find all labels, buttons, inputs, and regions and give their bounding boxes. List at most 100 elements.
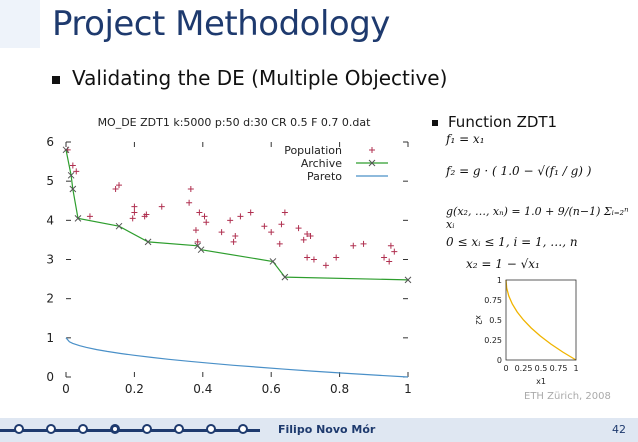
population-point bbox=[73, 168, 80, 175]
bullet-main: Validating the DE (Multiple Objective) bbox=[52, 66, 447, 90]
archive-point bbox=[115, 222, 123, 230]
legend-label: Archive bbox=[301, 157, 342, 170]
population-point bbox=[350, 242, 357, 249]
equation-g: g(x₂, …, xₙ) = 1.0 + 9/(n−1) Σᵢ₌₂ⁿ xᵢ bbox=[446, 205, 629, 231]
population-point bbox=[201, 213, 208, 220]
main-chart: MO_DE ZDT1 k:5000 p:50 d:30 CR 0.5 F 0.7… bbox=[10, 110, 430, 410]
y-tick-label: 5 bbox=[46, 174, 54, 188]
archive-point bbox=[404, 276, 412, 284]
population-point bbox=[322, 262, 329, 269]
legend-label: Pareto bbox=[307, 170, 342, 183]
population-point bbox=[386, 258, 393, 265]
population-point bbox=[116, 182, 123, 189]
equation-x2: x₂ = 1 − √x₁ bbox=[466, 257, 540, 271]
equation-f2: f₂ = g · ( 1.0 − √(f₁ / g) ) bbox=[446, 164, 592, 178]
archive-point bbox=[197, 246, 205, 254]
population-point bbox=[387, 242, 394, 249]
y-tick-label: 3 bbox=[46, 253, 54, 267]
population-point bbox=[218, 229, 225, 236]
y-tick-label: 0 bbox=[497, 356, 502, 365]
x-tick-label: 0.8 bbox=[330, 382, 349, 396]
population-point bbox=[304, 254, 311, 261]
y-tick-label: 0.5 bbox=[489, 316, 502, 325]
nav-dot-current[interactable] bbox=[110, 424, 120, 434]
nav-dot[interactable] bbox=[46, 424, 56, 434]
population-point bbox=[261, 223, 268, 230]
archive-point bbox=[74, 215, 82, 222]
population-point bbox=[158, 203, 165, 210]
population-point bbox=[276, 240, 283, 247]
legend-label: Population bbox=[284, 144, 342, 157]
y-axis-label: x2 bbox=[474, 315, 483, 325]
bullet-square-icon bbox=[432, 119, 438, 126]
population-point bbox=[278, 221, 285, 228]
population-point bbox=[227, 217, 234, 224]
population-point bbox=[86, 213, 93, 220]
y-tick-label: 4 bbox=[46, 213, 54, 227]
archive-point bbox=[69, 185, 77, 193]
nav-dot[interactable] bbox=[174, 424, 184, 434]
y-tick-label: 0 bbox=[46, 370, 54, 384]
y-tick-label: 0.25 bbox=[484, 336, 502, 345]
x-tick-label: 1 bbox=[573, 364, 578, 373]
legend-marker bbox=[369, 147, 375, 153]
nav-dot[interactable] bbox=[238, 424, 248, 434]
y-tick-label: 0.75 bbox=[484, 296, 502, 305]
population-point bbox=[192, 227, 199, 234]
x-tick-label: 0.4 bbox=[193, 382, 212, 396]
population-point bbox=[391, 248, 398, 255]
equation-f1: f₁ = x₁ bbox=[446, 132, 485, 146]
x-tick-label: 0 bbox=[503, 364, 508, 373]
population-point bbox=[196, 209, 203, 216]
pareto-line bbox=[65, 337, 409, 378]
title-accent bbox=[0, 0, 40, 48]
population-point bbox=[203, 219, 210, 226]
bullet-main-text: Validating the DE (Multiple Objective) bbox=[72, 66, 448, 90]
plot-frame bbox=[505, 279, 577, 361]
population-point bbox=[304, 231, 311, 238]
x-tick-label: 0.2 bbox=[125, 382, 144, 396]
nav-dot[interactable] bbox=[142, 424, 152, 434]
x-tick-label: 0.6 bbox=[262, 382, 281, 396]
x-tick-label: 0 bbox=[62, 382, 70, 396]
population-point bbox=[232, 233, 239, 239]
population-point bbox=[187, 186, 194, 192]
population-point bbox=[360, 240, 367, 247]
image-credit: ETH Zürich, 2008 bbox=[524, 391, 611, 402]
population-point bbox=[237, 213, 244, 220]
nav-dot[interactable] bbox=[14, 424, 24, 434]
archive-point bbox=[62, 146, 70, 154]
equation-domain: 0 ≤ xᵢ ≤ 1, i = 1, …, n bbox=[446, 235, 578, 249]
legend-marker bbox=[368, 159, 376, 167]
population-point bbox=[333, 254, 340, 261]
population-point bbox=[300, 236, 307, 243]
population-point bbox=[381, 254, 388, 261]
x-tick-label: 0.5 bbox=[535, 364, 548, 373]
nav-dot[interactable] bbox=[78, 424, 88, 434]
population-point bbox=[268, 229, 275, 236]
bullet-square-icon bbox=[52, 75, 60, 84]
population-point bbox=[69, 162, 76, 169]
population-point bbox=[129, 215, 136, 222]
x-tick-label: 0.75 bbox=[550, 364, 568, 373]
population-point bbox=[310, 256, 317, 263]
slide-title: Project Methodology bbox=[52, 4, 390, 44]
curve-line bbox=[505, 279, 577, 361]
archive-point bbox=[67, 171, 75, 179]
population-point bbox=[112, 186, 119, 192]
y-tick-label: 6 bbox=[46, 135, 54, 149]
archive-point bbox=[144, 238, 152, 246]
y-tick-label: 1 bbox=[497, 276, 502, 285]
nav-dot[interactable] bbox=[206, 424, 216, 434]
population-point bbox=[247, 209, 254, 216]
population-point bbox=[295, 225, 302, 232]
x-axis-label: x1 bbox=[536, 377, 546, 386]
population-point bbox=[186, 199, 193, 206]
bullet-function: Function ZDT1 bbox=[432, 113, 557, 131]
page-number: 42 bbox=[612, 423, 626, 436]
archive-point bbox=[269, 258, 277, 265]
population-point bbox=[143, 211, 150, 218]
x-tick-label: 1 bbox=[404, 382, 412, 396]
footer-progress-line bbox=[0, 429, 260, 432]
chart-title: MO_DE ZDT1 k:5000 p:50 d:30 CR 0.5 F 0.7… bbox=[98, 116, 372, 129]
